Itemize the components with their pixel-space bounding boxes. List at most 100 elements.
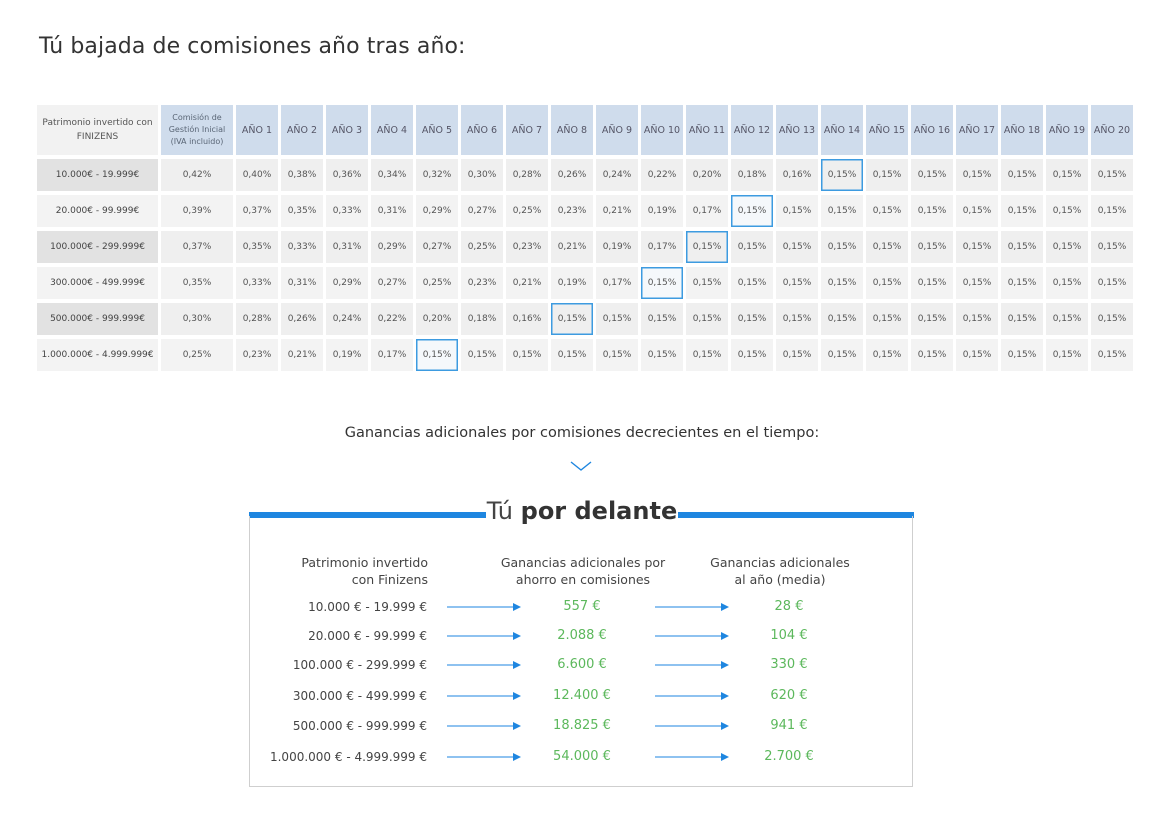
fee-cell: 0,25% [461, 231, 503, 263]
fee-cell: 0,15% [911, 303, 953, 335]
summary-header-anual: Ganancias adicionales al año (media) [690, 554, 870, 588]
fee-cell: 0,15% [821, 231, 863, 263]
fee-cell: 0,33% [281, 231, 323, 263]
fee-cell: 0,19% [641, 195, 683, 227]
fee-cell: 0,34% [371, 159, 413, 191]
fee-cell-highlighted: 0,15% [416, 339, 458, 371]
fee-cell-highlighted: 0,15% [731, 195, 773, 227]
fee-cell: 0,15% [956, 267, 998, 299]
fee-cell: 0,15% [866, 159, 908, 191]
header-year-14: AÑO 14 [821, 105, 863, 155]
summary-yearly-gain: 2.700 € [764, 749, 814, 764]
page-title: Tú bajada de comisiones año tras año: [39, 34, 466, 59]
fee-cell: 0,24% [326, 303, 368, 335]
row-label: 500.000€ - 999.999€ [37, 303, 158, 335]
fee-cell: 0,15% [1046, 339, 1088, 371]
table-row: 300.000€ - 499.999€ 0,35% 0,33% 0,31% 0,29% 0… [37, 267, 1133, 299]
table-row: 1.000.000€ - 4.999.999€ 0,25% 0,23% 0,21% 0,… [37, 339, 1133, 371]
fee-cell: 0,15% [866, 339, 908, 371]
header-year-12: AÑO 12 [731, 105, 773, 155]
fee-table: Patrimonio invertido con FINIZENS Comisi… [34, 101, 1136, 375]
fee-cell: 0,31% [371, 195, 413, 227]
fee-cell: 0,15% [821, 303, 863, 335]
summary-header-ahorro-line2: ahorro en comisiones [515, 572, 651, 587]
header-year-1: AÑO 1 [236, 105, 278, 155]
fee-cell: 0,15% [911, 159, 953, 191]
fee-cell: 0,15% [866, 195, 908, 227]
fee-cell: 0,15% [1046, 159, 1088, 191]
fee-cell: 0,15% [641, 339, 683, 371]
summary-range: 100.000 € - 299.999 € [292, 658, 427, 672]
header-patrimonio: Patrimonio invertido con FINIZENS [37, 105, 158, 155]
fee-cell: 0,38% [281, 159, 323, 191]
fee-cell: 0,23% [236, 339, 278, 371]
fee-cell: 0,15% [461, 339, 503, 371]
fee-cell: 0,30% [461, 159, 503, 191]
fee-cell: 0,26% [551, 159, 593, 191]
header-year-13: AÑO 13 [776, 105, 818, 155]
summary-header-patrimonio-line2: con Finizens [351, 572, 428, 587]
fee-cell: 0,36% [326, 159, 368, 191]
fee-cell: 0,25% [416, 267, 458, 299]
fee-cell: 0,17% [371, 339, 413, 371]
summary-yearly-gain: 330 € [770, 657, 808, 672]
fee-cell: 0,21% [281, 339, 323, 371]
header-year-9: AÑO 9 [596, 105, 638, 155]
fee-cell: 0,15% [641, 303, 683, 335]
fee-cell: 0,27% [371, 267, 413, 299]
fee-cell: 0,17% [686, 195, 728, 227]
fee-cell: 0,22% [641, 159, 683, 191]
arrow-right-icon [447, 632, 521, 640]
summary-title-bold: por delante [520, 497, 678, 525]
header-comision-inicial: Comisión de Gestión Inicial (IVA incluid… [161, 105, 233, 155]
arrow-right-icon [655, 692, 729, 700]
fee-cell: 0,33% [326, 195, 368, 227]
fee-cell: 0,35% [281, 195, 323, 227]
fee-cell: 0,15% [776, 267, 818, 299]
fee-cell: 0,15% [551, 339, 593, 371]
header-year-19: AÑO 19 [1046, 105, 1088, 155]
fee-cell: 0,15% [1091, 339, 1133, 371]
table-row: 500.000€ - 999.999€ 0,30% 0,28% 0,26% 0,24% 0… [37, 303, 1133, 335]
summary-range: 500.000 € - 999.999 € [292, 719, 427, 733]
fee-cell: 0,21% [596, 195, 638, 227]
header-year-20: AÑO 20 [1091, 105, 1133, 155]
summary-total-gain: 18.825 € [553, 718, 611, 733]
row-label: 10.000€ - 19.999€ [37, 159, 158, 191]
fee-cell: 0,31% [326, 231, 368, 263]
fee-cell: 0,17% [641, 231, 683, 263]
fee-cell: 0,23% [551, 195, 593, 227]
summary-row: 100.000 € - 299.999 € 6.600 € 330 € [249, 655, 913, 675]
fee-cell: 0,15% [1091, 303, 1133, 335]
fee-cell: 0,27% [461, 195, 503, 227]
fee-cell: 0,15% [866, 267, 908, 299]
title-bar-right [678, 512, 914, 518]
fee-cell: 0,15% [776, 339, 818, 371]
arrow-right-icon [655, 632, 729, 640]
fee-cell: 0,15% [731, 231, 773, 263]
summary-header-patrimonio-line1: Patrimonio invertido [301, 555, 428, 570]
initial-fee-cell: 0,35% [161, 267, 233, 299]
fee-cell: 0,15% [956, 303, 998, 335]
fee-cell: 0,15% [911, 267, 953, 299]
fee-cell: 0,15% [1046, 195, 1088, 227]
header-year-16: AÑO 16 [911, 105, 953, 155]
fee-cell: 0,15% [776, 231, 818, 263]
header-year-5: AÑO 5 [416, 105, 458, 155]
header-year-18: AÑO 18 [1001, 105, 1043, 155]
summary-yearly-gain: 941 € [770, 718, 808, 733]
summary-title: Tú por delante [486, 497, 678, 525]
summary-yearly-gain: 28 € [774, 599, 804, 614]
fee-cell: 0,15% [1046, 231, 1088, 263]
initial-fee-cell: 0,39% [161, 195, 233, 227]
fee-cell: 0,15% [776, 303, 818, 335]
header-year-15: AÑO 15 [866, 105, 908, 155]
fee-cell: 0,22% [371, 303, 413, 335]
arrow-right-icon [655, 603, 729, 611]
summary-row: 1.000.000 € - 4.999.999 € 54.000 € 2.700 € [249, 747, 913, 767]
fee-cell: 0,15% [1091, 195, 1133, 227]
fee-cell: 0,15% [1046, 303, 1088, 335]
summary-header-ahorro: Ganancias adicionales por ahorro en comi… [483, 554, 683, 588]
initial-fee-cell: 0,30% [161, 303, 233, 335]
header-year-8: AÑO 8 [551, 105, 593, 155]
